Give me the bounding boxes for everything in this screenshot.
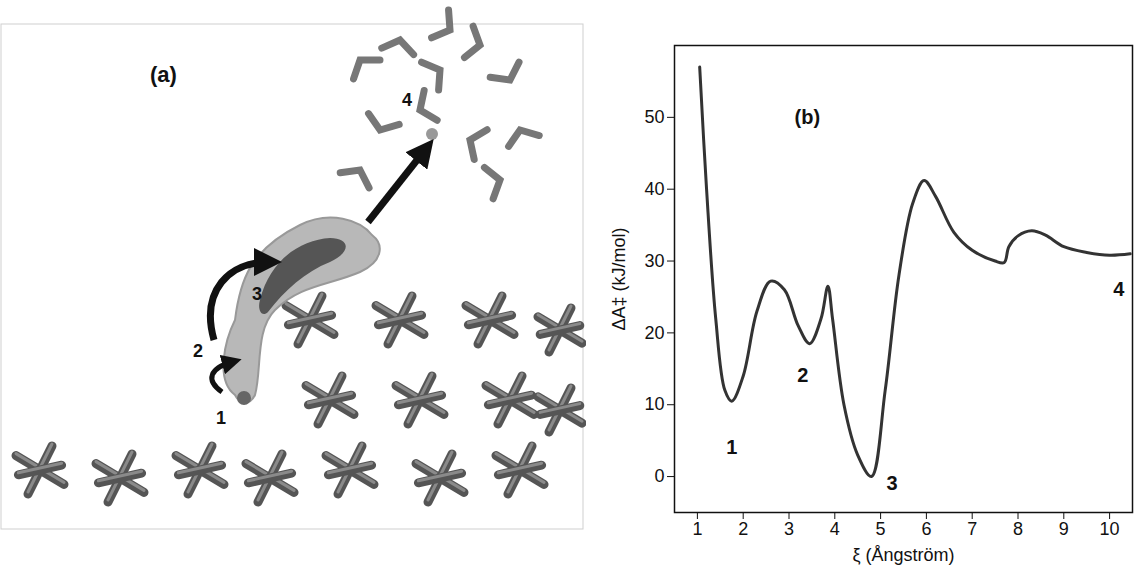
svg-text:4: 4 xyxy=(1113,278,1125,300)
svg-text:1: 1 xyxy=(726,436,737,458)
svg-text:10: 10 xyxy=(644,394,664,414)
svg-text:3: 3 xyxy=(784,519,794,539)
svg-text:(b): (b) xyxy=(795,106,821,128)
svg-text:5: 5 xyxy=(876,519,886,539)
svg-text:2: 2 xyxy=(193,341,203,361)
svg-text:1: 1 xyxy=(692,519,702,539)
svg-text:2: 2 xyxy=(738,519,748,539)
svg-text:6: 6 xyxy=(921,519,931,539)
svg-text:8: 8 xyxy=(1013,519,1023,539)
svg-text:1: 1 xyxy=(216,408,226,428)
svg-text:40: 40 xyxy=(644,179,664,199)
svg-text:30: 30 xyxy=(644,251,664,271)
svg-text:10: 10 xyxy=(1100,519,1120,539)
svg-text:ξ (Ångström): ξ (Ångström) xyxy=(852,545,954,565)
svg-text:3: 3 xyxy=(886,472,897,494)
svg-text:ΔA‡ (kJ/mol): ΔA‡ (kJ/mol) xyxy=(609,227,629,330)
svg-text:7: 7 xyxy=(967,519,977,539)
svg-text:2: 2 xyxy=(797,364,808,386)
svg-text:3: 3 xyxy=(252,284,262,304)
svg-text:0: 0 xyxy=(654,466,664,486)
svg-text:4: 4 xyxy=(402,90,412,110)
svg-text:20: 20 xyxy=(644,323,664,343)
svg-text:4: 4 xyxy=(830,519,840,539)
svg-text:50: 50 xyxy=(644,107,664,127)
svg-text:(a): (a) xyxy=(150,62,177,87)
svg-text:9: 9 xyxy=(1059,519,1069,539)
